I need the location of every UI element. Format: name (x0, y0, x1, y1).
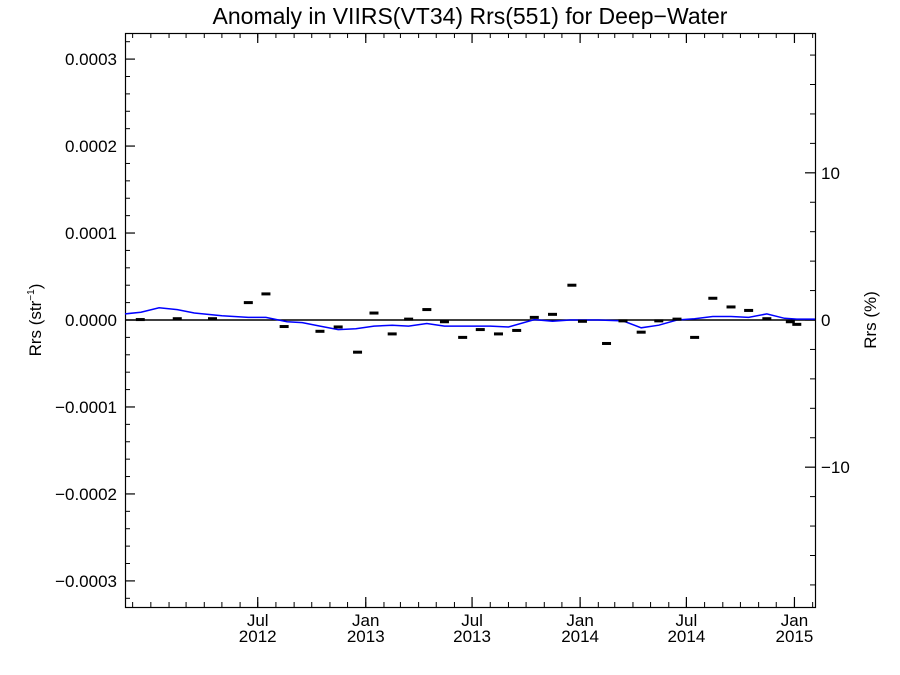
tick-labels: 0.0003 0.0002 0.0001 0.0000 −0.0001 −0.0002 −0… (55, 50, 850, 646)
anomaly-marker (422, 308, 432, 312)
left-tick-label: −0.0001 (55, 398, 117, 417)
anomaly-marker (654, 319, 664, 323)
anomaly-marker (762, 317, 772, 321)
anomaly-marker (493, 332, 503, 336)
anomaly-marker (353, 350, 363, 354)
x-tick-year: 2014 (667, 627, 705, 646)
anomaly-marker (744, 308, 754, 312)
x-tick-year: 2015 (776, 627, 814, 646)
left-tick-label: 0.0003 (65, 50, 117, 69)
anomaly-marker (387, 332, 397, 336)
anomaly-marker (618, 319, 628, 323)
anomaly-marker (567, 283, 577, 287)
anomaly-marker (369, 311, 379, 315)
x-tick-year: 2013 (453, 627, 491, 646)
anomaly-marker (602, 341, 612, 345)
anomaly-marker (279, 325, 289, 329)
y-axis-label-left: Rrs (str−1) (26, 284, 45, 357)
anomaly-marker (404, 317, 414, 321)
left-tick-label: −0.0003 (55, 572, 117, 591)
blue-series-line (124, 307, 815, 331)
anomaly-marker (672, 317, 682, 321)
blue-series-polyline (124, 307, 815, 331)
anomaly-marker (261, 292, 271, 296)
x-tick-month: Jan (566, 611, 593, 630)
anomaly-marker (475, 328, 485, 332)
anomaly-marker (172, 317, 182, 321)
left-tick-label: 0.0002 (65, 137, 117, 156)
anomaly-marker (726, 305, 736, 309)
x-tick-month: Jul (247, 611, 269, 630)
anomaly-marker (243, 301, 253, 305)
x-tick-year: 2012 (239, 627, 277, 646)
anomaly-marker (439, 320, 449, 324)
anomaly-marker (333, 325, 343, 329)
right-tick-label: 10 (821, 164, 840, 183)
anomaly-marker (708, 296, 718, 300)
right-tick-label: −10 (821, 458, 850, 477)
left-tick-label: 0.0000 (65, 311, 117, 330)
anomaly-marker (135, 318, 145, 322)
right-tick-label: 0 (821, 311, 830, 330)
tick-marks (125, 33, 815, 607)
x-tick-year: 2013 (347, 627, 385, 646)
left-tick-label: 0.0001 (65, 224, 117, 243)
x-tick-month: Jan (781, 611, 808, 630)
anomaly-marker (548, 312, 558, 316)
anomaly-marker (690, 335, 700, 339)
x-tick-month: Jul (676, 611, 698, 630)
anomaly-markers (135, 283, 802, 354)
y-axis-label-right: Rrs (%) (861, 291, 880, 349)
anomaly-marker (529, 315, 539, 319)
anomaly-marker (315, 329, 325, 333)
anomaly-marker (207, 317, 217, 321)
chart-title: Anomaly in VIIRS(VT34) Rrs(551) for Deep… (213, 3, 728, 29)
x-tick-month: Jan (352, 611, 379, 630)
anomaly-marker (577, 319, 587, 323)
anomaly-marker (512, 328, 522, 332)
x-tick-month: Jul (461, 611, 483, 630)
anomaly-marker (792, 322, 802, 326)
x-tick-year: 2014 (561, 627, 599, 646)
anomaly-marker (458, 335, 468, 339)
left-tick-label: −0.0002 (55, 485, 117, 504)
anomaly-marker (636, 330, 646, 334)
anomaly-marker (785, 320, 795, 324)
